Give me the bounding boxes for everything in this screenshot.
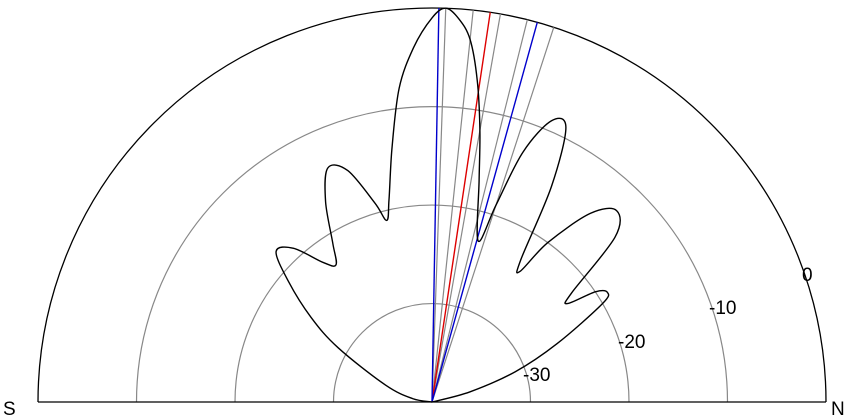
polar-grid [37, 7, 827, 403]
angular-gridline [431, 19, 528, 403]
radial-tick-label: -30 [523, 365, 550, 386]
angular-gridline [431, 10, 474, 403]
pattern-curve-group [275, 7, 621, 403]
radial-tick-label: 0 [802, 265, 813, 286]
direction-label-right: N [831, 399, 845, 416]
angular-gridline [431, 8, 447, 403]
direction-label-left: S [3, 399, 16, 416]
radial-tick-label: -20 [618, 332, 645, 353]
angular-gridline [431, 13, 502, 403]
axis-labels: S N -30 -20 -10 0 [3, 265, 845, 416]
beam-lines [431, 8, 538, 403]
beam-center-line [431, 12, 491, 403]
radiation-pattern-curve [275, 7, 621, 403]
grid-ring [332, 302, 532, 403]
grid-ring [234, 204, 630, 403]
grid-ring [135, 105, 729, 403]
beam-edge-line [431, 8, 440, 403]
outer-border-arc [37, 7, 827, 403]
angular-gridline [431, 27, 555, 403]
radial-tick-label: -10 [709, 298, 736, 319]
beam-edge-line [431, 22, 538, 403]
